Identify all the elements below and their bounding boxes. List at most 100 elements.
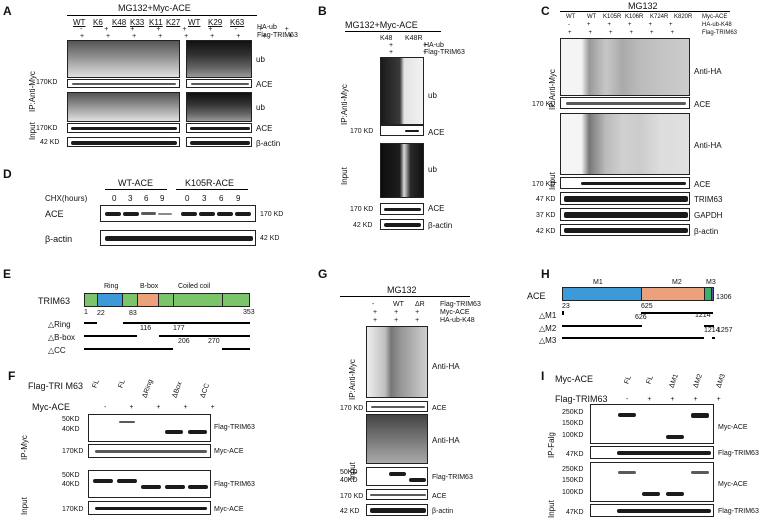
lane-label: ΔRing bbox=[141, 378, 155, 399]
marker-170-input: 170KD bbox=[36, 125, 58, 132]
x-label-chx: CHX(hours) bbox=[45, 194, 88, 203]
row-label-flag-trim63: Flag-TRIM63 bbox=[257, 32, 298, 39]
protein-trim63: TRIM63 bbox=[38, 296, 71, 306]
lane-label: ΔCC bbox=[199, 382, 212, 399]
flag-trim63-row: Flag-TRIM63 bbox=[555, 394, 608, 404]
myc-ace-row: Myc-ACE bbox=[32, 402, 70, 412]
blot-ub-ip bbox=[380, 57, 424, 125]
pos-label: 1257 bbox=[717, 327, 733, 334]
label-ace: ACE bbox=[256, 80, 273, 89]
marker-170: 170KD bbox=[36, 79, 58, 86]
domain-label-ring: Ring bbox=[104, 283, 119, 290]
marker-42: 42 KD bbox=[40, 139, 60, 146]
blot-actin bbox=[366, 504, 428, 516]
construct-dm3: △M3 bbox=[539, 336, 557, 345]
blot-flag-trim63-ip bbox=[590, 446, 714, 459]
label-ace-input: ACE bbox=[256, 124, 273, 133]
row-label-flag-trim63: Flag-TRIM63 bbox=[702, 30, 738, 36]
row-label-ha-ub: HA-ub bbox=[257, 24, 277, 31]
label-flag-trim63: Flag-TRIM63 bbox=[718, 450, 759, 457]
domain-label-bbox: B-box bbox=[140, 283, 159, 290]
panel-h-letter: H bbox=[541, 267, 550, 281]
construct-dbbox: △B-box bbox=[48, 333, 76, 342]
flag-trim63-header: Flag-TRI M63 bbox=[28, 381, 84, 391]
blot-ace-input-left bbox=[67, 123, 180, 133]
protein-ace: ACE bbox=[527, 291, 546, 301]
plus-minus-row: + + bbox=[389, 49, 442, 56]
panel-g-title: MG132 bbox=[387, 285, 417, 295]
lane-label: FL bbox=[91, 378, 101, 389]
domain-label-cc: Coiled coil bbox=[178, 283, 211, 290]
blot-myc-ace-ip bbox=[88, 444, 211, 458]
blot-anti-ha-input bbox=[366, 414, 428, 464]
lane-label: K106R bbox=[625, 14, 644, 20]
label-flag-trim63: Flag-TRIM63 bbox=[432, 474, 473, 481]
label-flag-trim63: Flag-TRIM63 bbox=[214, 424, 255, 431]
marker-170-input: 170 KD bbox=[532, 181, 556, 188]
marker-150: 150KD bbox=[562, 420, 584, 427]
blot-ace-ip bbox=[380, 125, 424, 136]
section-label-input: Input bbox=[547, 500, 556, 518]
label-actin: β-actin bbox=[432, 508, 454, 515]
timepoint: 6 bbox=[144, 194, 149, 203]
marker-47: 47 KD bbox=[536, 196, 556, 203]
domain-label-m2: M2 bbox=[672, 279, 682, 286]
marker-37: 37 KD bbox=[536, 212, 556, 219]
section-label-ip: IP-Myc bbox=[20, 435, 29, 460]
marker-150-input: 150KD bbox=[562, 477, 584, 484]
marker-170-input: 170KD bbox=[62, 506, 84, 513]
label-ace: ACE bbox=[428, 128, 445, 137]
domain-bbox bbox=[137, 293, 159, 307]
marker-100-input: 100KD bbox=[562, 489, 584, 496]
label-ub-input: ub bbox=[428, 165, 437, 174]
label-trim63: TRIM63 bbox=[694, 195, 723, 204]
domain-ring bbox=[97, 293, 123, 307]
timepoint: 3 bbox=[128, 194, 133, 203]
panel-g-letter: G bbox=[318, 267, 328, 281]
label-actin: β-actin bbox=[694, 227, 719, 236]
timepoint: 0 bbox=[112, 194, 117, 203]
label-ace-input: ACE bbox=[432, 493, 447, 500]
marker-250-input: 250KD bbox=[562, 466, 584, 473]
row-label-flag-trim63: Flag-TRIM63 bbox=[424, 49, 465, 56]
pos-label: 270 bbox=[208, 338, 220, 345]
marker-250: 250KD bbox=[562, 409, 584, 416]
section-label-ip: IP-Falg bbox=[547, 432, 556, 458]
blot-myc-ace-input bbox=[590, 462, 714, 502]
blot-ace-ip bbox=[560, 97, 690, 109]
panel-b-letter: B bbox=[318, 4, 327, 18]
label-anti-ha: Anti-HA bbox=[694, 67, 722, 76]
section-label-input: Input bbox=[20, 497, 29, 515]
section-label-ip: IP:Anti-Myc bbox=[340, 84, 349, 125]
panel-b-title: MG132+Myc-ACE bbox=[345, 20, 418, 30]
panel-i-letter: I bbox=[541, 369, 545, 383]
blot-anti-ha-ip bbox=[366, 326, 428, 398]
blot-gapdh bbox=[560, 208, 690, 221]
marker-170: 170 KD bbox=[260, 211, 284, 218]
myc-ace-row: Myc-ACE bbox=[555, 374, 593, 384]
blot-flag-trim63-ip bbox=[88, 414, 211, 442]
marker-42: 42 KD bbox=[353, 222, 373, 229]
marker-42: 42 KD bbox=[536, 228, 556, 235]
blot-actin-chx bbox=[100, 230, 256, 246]
marker-170-input: 170 KD bbox=[340, 493, 364, 500]
pos-label: 83 bbox=[129, 310, 137, 317]
lane-label: K724R bbox=[650, 14, 669, 20]
label-ace: ACE bbox=[45, 209, 64, 219]
pos-label: 1214 bbox=[704, 327, 720, 334]
lane-label: FL bbox=[117, 378, 127, 389]
lane-label: ΔM2 bbox=[692, 373, 704, 389]
plus-minus-row: - + + + + + - + + bbox=[80, 26, 299, 33]
label-flag-trim63-input: Flag-TRIM63 bbox=[214, 481, 255, 488]
panel-c-letter: C bbox=[541, 4, 550, 18]
plus-minus-row: -++++ bbox=[104, 404, 238, 411]
label-myc-ace-input: Myc-ACE bbox=[214, 506, 244, 513]
blot-flag-trim63 bbox=[366, 467, 428, 486]
row-label-myc-ace: Myc-ACE bbox=[440, 309, 470, 316]
blot-anti-ha-input bbox=[560, 113, 690, 175]
blot-ace-input bbox=[560, 177, 690, 189]
lane-label: FL bbox=[645, 374, 655, 385]
blot-flag-trim63-input bbox=[590, 504, 714, 517]
blot-ub-input-right bbox=[186, 92, 252, 122]
label-ace: ACE bbox=[694, 100, 711, 109]
